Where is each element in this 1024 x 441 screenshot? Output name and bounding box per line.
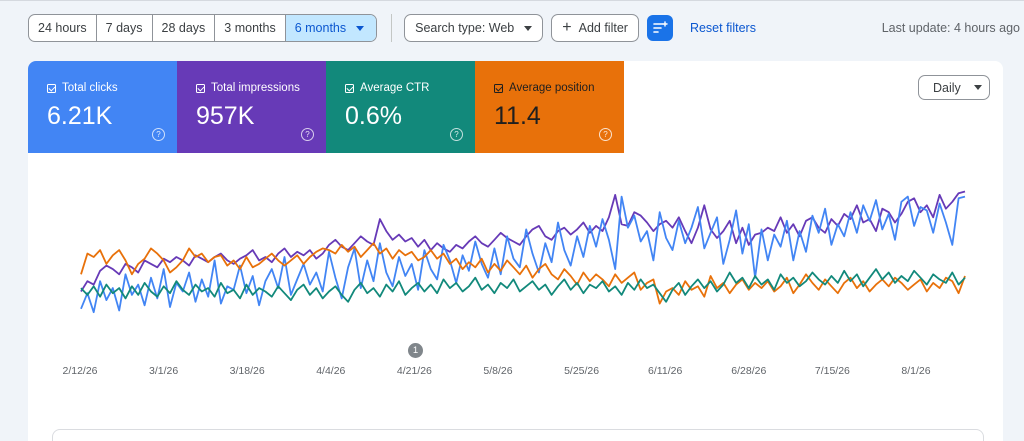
- checkbox-checked-icon: [47, 83, 56, 93]
- plus-icon: +: [562, 19, 572, 36]
- filter-toolbar: 24 hours 7 days 28 days 3 months 6 month…: [28, 14, 756, 42]
- metric-label-text: Total clicks: [62, 82, 118, 94]
- performance-chart-card: Total clicks 6.21K ? Total impressions 9…: [28, 61, 1003, 441]
- series-line-average-ctr: [80, 268, 966, 303]
- filter-options-button[interactable]: [646, 15, 673, 41]
- x-tick-label: 6/28/26: [731, 365, 767, 377]
- range-7-days[interactable]: 7 days: [97, 15, 153, 41]
- x-tick-label: 3/18/26: [229, 365, 265, 377]
- annotation-marker[interactable]: 1: [408, 343, 423, 358]
- x-tick-label: 5/8/26: [483, 365, 513, 377]
- metric-label: Average position: [494, 82, 594, 94]
- series-line-total-clicks: [80, 195, 966, 314]
- metric-label-text: Average CTR: [360, 82, 430, 94]
- metric-label-text: Average position: [509, 82, 595, 94]
- metric-value: 0.6%: [345, 102, 402, 130]
- toolbar-divider: [391, 14, 393, 42]
- granularity-label: Daily: [933, 80, 961, 95]
- range-6-months[interactable]: 6 months: [285, 15, 377, 41]
- add-filter-button[interactable]: + Add filter: [551, 14, 639, 42]
- help-icon[interactable]: ?: [152, 128, 165, 141]
- range-6-months-label: 6 months: [294, 21, 347, 35]
- queries-panel-top: [52, 429, 984, 441]
- range-3-months[interactable]: 3 months: [215, 15, 286, 41]
- search-type-label: Search type: Web: [415, 21, 515, 35]
- x-tick-label: 8/1/26: [901, 365, 931, 377]
- add-filter-label: Add filter: [578, 21, 628, 35]
- chevron-down-icon: [524, 25, 533, 31]
- filter-list-icon: [653, 21, 668, 33]
- range-28-days[interactable]: 28 days: [153, 15, 216, 41]
- performance-line-chart: [80, 190, 966, 314]
- help-icon[interactable]: ?: [450, 128, 463, 141]
- checkbox-checked-icon: [196, 83, 205, 93]
- series-line-average-position: [80, 242, 966, 305]
- x-tick-label: 2/12/26: [62, 365, 98, 377]
- series-line-total-impressions: [80, 190, 966, 292]
- x-tick-label: 7/15/26: [814, 365, 850, 377]
- search-type-dropdown[interactable]: Search type: Web: [404, 14, 544, 42]
- help-icon[interactable]: ?: [301, 128, 314, 141]
- metric-label-text: Total impressions: [211, 82, 300, 94]
- metric-total-impressions[interactable]: Total impressions 957K ?: [177, 61, 326, 153]
- chevron-down-icon: [973, 85, 982, 90]
- metric-average-ctr[interactable]: Average CTR 0.6% ?: [326, 61, 475, 153]
- x-tick-label: 6/11/26: [648, 365, 683, 377]
- x-tick-label: 5/25/26: [564, 365, 600, 377]
- metric-value: 6.21K: [47, 102, 113, 130]
- granularity-dropdown[interactable]: Daily: [918, 75, 990, 100]
- metric-label: Average CTR: [345, 82, 429, 94]
- chevron-down-icon: [356, 25, 365, 31]
- range-24-hours[interactable]: 24 hours: [29, 15, 97, 41]
- checkbox-checked-icon: [345, 83, 354, 93]
- metric-average-position[interactable]: Average position 11.4 ?: [475, 61, 624, 153]
- checkbox-checked-icon: [494, 83, 503, 93]
- x-tick-label: 4/21/26: [396, 365, 432, 377]
- x-tick-label: 4/4/26: [316, 365, 346, 377]
- last-update-text: Last update: 4 hours ago: [881, 21, 1020, 35]
- x-tick-label: 3/1/26: [148, 365, 179, 377]
- top-divider: [0, 0, 1024, 1]
- metric-total-clicks[interactable]: Total clicks 6.21K ?: [28, 61, 177, 153]
- date-range-selector: 24 hours 7 days 28 days 3 months 6 month…: [28, 14, 378, 42]
- metric-value: 11.4: [494, 102, 541, 130]
- reset-filters-link[interactable]: Reset filters: [689, 21, 756, 35]
- help-icon[interactable]: ?: [599, 128, 612, 141]
- metric-label: Total clicks: [47, 82, 118, 94]
- metric-value: 957K: [196, 102, 255, 130]
- metric-label: Total impressions: [196, 82, 300, 94]
